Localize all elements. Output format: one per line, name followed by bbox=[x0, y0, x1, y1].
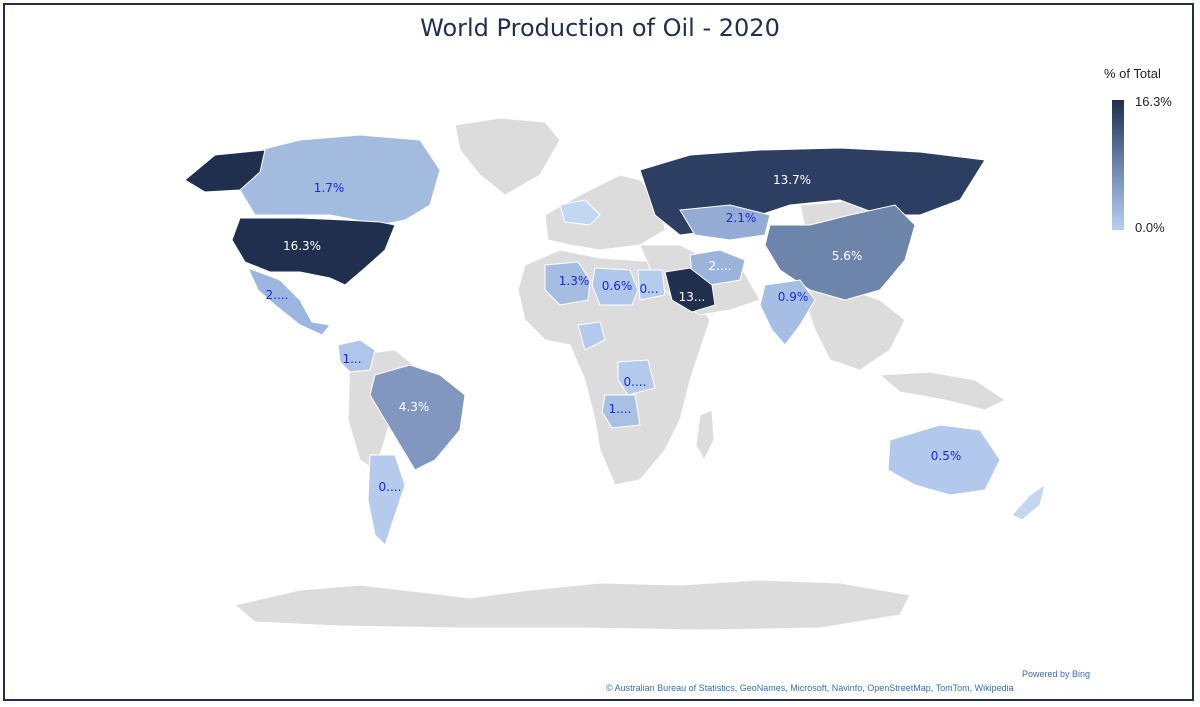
data-countries bbox=[184, 134, 1046, 546]
label-kazakhstan: 2.1% bbox=[726, 211, 757, 225]
label-colombia: 1... bbox=[342, 352, 361, 366]
region-argentina[interactable] bbox=[367, 454, 406, 546]
region-canada[interactable] bbox=[239, 134, 441, 226]
label-china: 5.6% bbox=[832, 249, 863, 263]
map-attribution: © Australian Bureau of Statistics, GeoNa… bbox=[606, 683, 1014, 693]
label-australia: 0.5% bbox=[931, 449, 962, 463]
southeast-asia-islands bbox=[878, 371, 1006, 411]
label-angola: 1.... bbox=[609, 402, 632, 416]
legend-title: % of Total bbox=[1104, 66, 1161, 81]
region-colombia[interactable] bbox=[337, 339, 376, 373]
europe-land bbox=[544, 174, 666, 251]
region-india[interactable] bbox=[759, 279, 816, 346]
label-saudi-arabia: 13... bbox=[679, 290, 706, 304]
label-canada: 1.7% bbox=[314, 181, 345, 195]
region-china[interactable] bbox=[764, 204, 916, 301]
antarctica bbox=[233, 579, 911, 631]
label-congo: 0.... bbox=[624, 375, 647, 389]
label-united-states: 16.3% bbox=[283, 239, 321, 253]
region-kazakhstan[interactable] bbox=[679, 204, 771, 241]
label-argentina: 0.... bbox=[379, 480, 402, 494]
legend-color-scale bbox=[1112, 100, 1124, 230]
region-nigeria[interactable] bbox=[577, 321, 606, 351]
region-australia[interactable] bbox=[887, 424, 1001, 496]
region-congo[interactable] bbox=[617, 359, 656, 396]
label-egypt: 0... bbox=[639, 282, 658, 296]
region-libya[interactable] bbox=[591, 267, 639, 306]
region-brazil[interactable] bbox=[369, 364, 466, 471]
region-labels: 16.3% 13.7% 13... 5.6% 4.3% 2.1% 2.... 2… bbox=[266, 173, 962, 494]
madagascar bbox=[695, 409, 715, 462]
label-mexico: 2.... bbox=[266, 288, 289, 302]
region-united-states[interactable] bbox=[231, 217, 396, 286]
region-angola[interactable] bbox=[601, 394, 641, 429]
greenland bbox=[454, 117, 561, 196]
region-mexico[interactable] bbox=[247, 267, 331, 336]
label-iran: 2.... bbox=[709, 259, 732, 273]
label-india: 0.9% bbox=[778, 290, 809, 304]
powered-by-bing[interactable]: Powered by Bing bbox=[1021, 669, 1090, 679]
label-algeria: 1.3% bbox=[559, 274, 590, 288]
label-russia: 13.7% bbox=[773, 173, 811, 187]
region-egypt[interactable] bbox=[637, 269, 666, 301]
region-saudi-arabia[interactable] bbox=[664, 267, 716, 313]
legend-min-label: 0.0% bbox=[1135, 220, 1165, 235]
legend-max-label: 16.3% bbox=[1135, 94, 1172, 109]
label-brazil: 4.3% bbox=[399, 400, 430, 414]
region-europe-producers[interactable] bbox=[559, 199, 601, 226]
label-libya: 0.6% bbox=[602, 279, 633, 293]
region-algeria[interactable] bbox=[544, 261, 591, 306]
region-alaska[interactable] bbox=[184, 149, 266, 193]
region-new-zealand[interactable] bbox=[1011, 483, 1046, 521]
map-title: World Production of Oil - 2020 bbox=[420, 14, 780, 42]
